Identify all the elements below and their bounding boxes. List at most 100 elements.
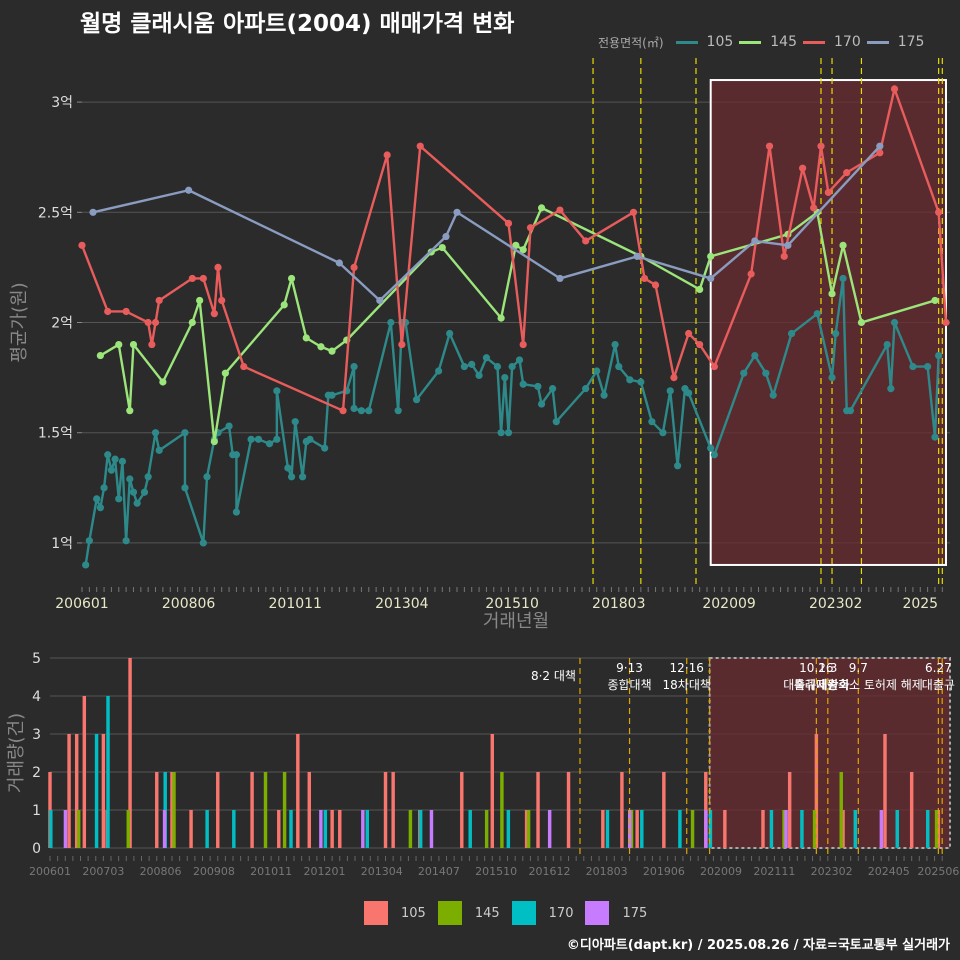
x-tick-label: 200806 bbox=[140, 865, 182, 878]
data-point-105 bbox=[935, 351, 943, 360]
data-point-105 bbox=[685, 389, 693, 397]
data-point-105 bbox=[129, 488, 138, 496]
data-point-105 bbox=[515, 356, 524, 364]
data-point-175 bbox=[453, 208, 461, 216]
data-point-105 bbox=[203, 473, 211, 481]
data-point-145 bbox=[328, 347, 336, 355]
legend-label: 175 bbox=[622, 905, 648, 921]
policy-annotation: 6.27 bbox=[925, 661, 952, 675]
volume-bar-175 bbox=[361, 810, 365, 848]
policy-annotation: 9.7 bbox=[849, 661, 868, 675]
volume-bar-170 bbox=[769, 810, 774, 848]
legend-item-170: 170 bbox=[511, 901, 573, 925]
policy-annotation: 10.26 bbox=[799, 661, 833, 675]
legend-item-175: 175 bbox=[585, 901, 647, 925]
legend-label: 145 bbox=[770, 34, 797, 50]
volume-bar-175 bbox=[784, 810, 788, 848]
data-point-105 bbox=[887, 385, 895, 393]
policy-annotation: 1.3 bbox=[818, 661, 837, 675]
volume-bar-145 bbox=[782, 810, 786, 848]
volume-bar-170 bbox=[708, 810, 713, 848]
data-point-105 bbox=[751, 351, 759, 360]
x-tick-label: 2025 bbox=[902, 596, 938, 612]
data-point-145 bbox=[280, 301, 288, 309]
data-point-170 bbox=[843, 169, 851, 177]
data-point-145 bbox=[302, 334, 310, 342]
data-point-105 bbox=[151, 429, 160, 437]
data-point-105 bbox=[199, 539, 207, 547]
volume-bar-105 bbox=[383, 772, 388, 848]
volume-bar-145 bbox=[934, 810, 939, 848]
volume-bar-175 bbox=[879, 810, 884, 848]
data-point-170 bbox=[582, 237, 590, 245]
volume-bar-105 bbox=[723, 810, 727, 848]
data-point-105 bbox=[321, 444, 329, 452]
data-point-105 bbox=[446, 329, 454, 338]
data-point-175 bbox=[876, 142, 884, 150]
data-point-105 bbox=[85, 537, 93, 545]
data-point-170 bbox=[210, 310, 218, 318]
data-point-105 bbox=[497, 429, 505, 437]
data-point-105 bbox=[247, 435, 255, 443]
data-point-170 bbox=[810, 204, 818, 212]
data-point-105 bbox=[287, 473, 296, 481]
x-tick-label: 202405 bbox=[868, 865, 910, 878]
legend-item-105: 105 bbox=[675, 34, 733, 50]
legend-swatch bbox=[585, 901, 610, 925]
data-point-170 bbox=[629, 208, 638, 216]
data-point-105 bbox=[674, 462, 682, 470]
data-point-105 bbox=[155, 446, 163, 454]
y-tick-label: 0 bbox=[32, 841, 41, 857]
data-point-105 bbox=[508, 362, 516, 371]
volume-bar-145 bbox=[172, 772, 176, 848]
data-point-105 bbox=[615, 362, 623, 371]
volume-bar-105 bbox=[460, 772, 464, 848]
data-point-170 bbox=[670, 374, 678, 382]
data-point-105 bbox=[534, 382, 542, 391]
volume-bar-175 bbox=[63, 810, 68, 848]
data-point-170 bbox=[710, 362, 718, 371]
data-point-145 bbox=[519, 246, 527, 254]
data-point-175 bbox=[784, 241, 792, 249]
volume-bar-145 bbox=[812, 810, 817, 848]
y-tick-label: 2억 bbox=[51, 316, 73, 332]
data-point-175 bbox=[442, 232, 450, 241]
data-point-105 bbox=[832, 329, 840, 338]
legend-item-145: 145 bbox=[437, 901, 500, 925]
data-point-105 bbox=[762, 369, 770, 377]
volume-bar-105 bbox=[662, 772, 666, 848]
volume-bar-105 bbox=[250, 772, 254, 848]
data-point-105 bbox=[468, 360, 476, 368]
volume-bar-170 bbox=[205, 810, 209, 848]
volume-bar-145 bbox=[126, 810, 130, 848]
legend-swatch bbox=[511, 901, 536, 925]
volume-bar-105 bbox=[155, 772, 159, 848]
x-tick-label: 201201 bbox=[304, 865, 346, 878]
data-point-170 bbox=[398, 340, 406, 349]
volume-bar-105 bbox=[128, 658, 132, 848]
data-point-170 bbox=[556, 206, 564, 214]
data-point-105 bbox=[839, 274, 847, 283]
data-point-170 bbox=[122, 307, 130, 316]
legend-item-170: 170 bbox=[803, 34, 861, 50]
data-point-145 bbox=[512, 241, 520, 249]
legend-swatch bbox=[739, 40, 762, 44]
legend-label: 145 bbox=[474, 905, 500, 921]
data-point-170 bbox=[383, 151, 391, 159]
x-tick-label: 201510 bbox=[475, 865, 517, 878]
volume-bar-105 bbox=[67, 734, 71, 848]
volume-bar-170 bbox=[418, 810, 423, 848]
data-point-170 bbox=[526, 224, 535, 232]
data-point-105 bbox=[846, 407, 855, 415]
data-point-145 bbox=[438, 243, 446, 252]
data-point-170 bbox=[890, 85, 899, 93]
data-point-105 bbox=[659, 429, 667, 437]
data-point-105 bbox=[626, 376, 634, 384]
x-tick-label: 202009 bbox=[700, 865, 742, 878]
data-point-145 bbox=[931, 296, 939, 305]
x-tick-label: 200908 bbox=[193, 865, 235, 878]
legend-item-145: 145 bbox=[739, 34, 797, 50]
policy-annotation: 종합대책 bbox=[607, 677, 651, 692]
data-point-105 bbox=[740, 369, 748, 377]
data-point-105 bbox=[365, 407, 373, 415]
